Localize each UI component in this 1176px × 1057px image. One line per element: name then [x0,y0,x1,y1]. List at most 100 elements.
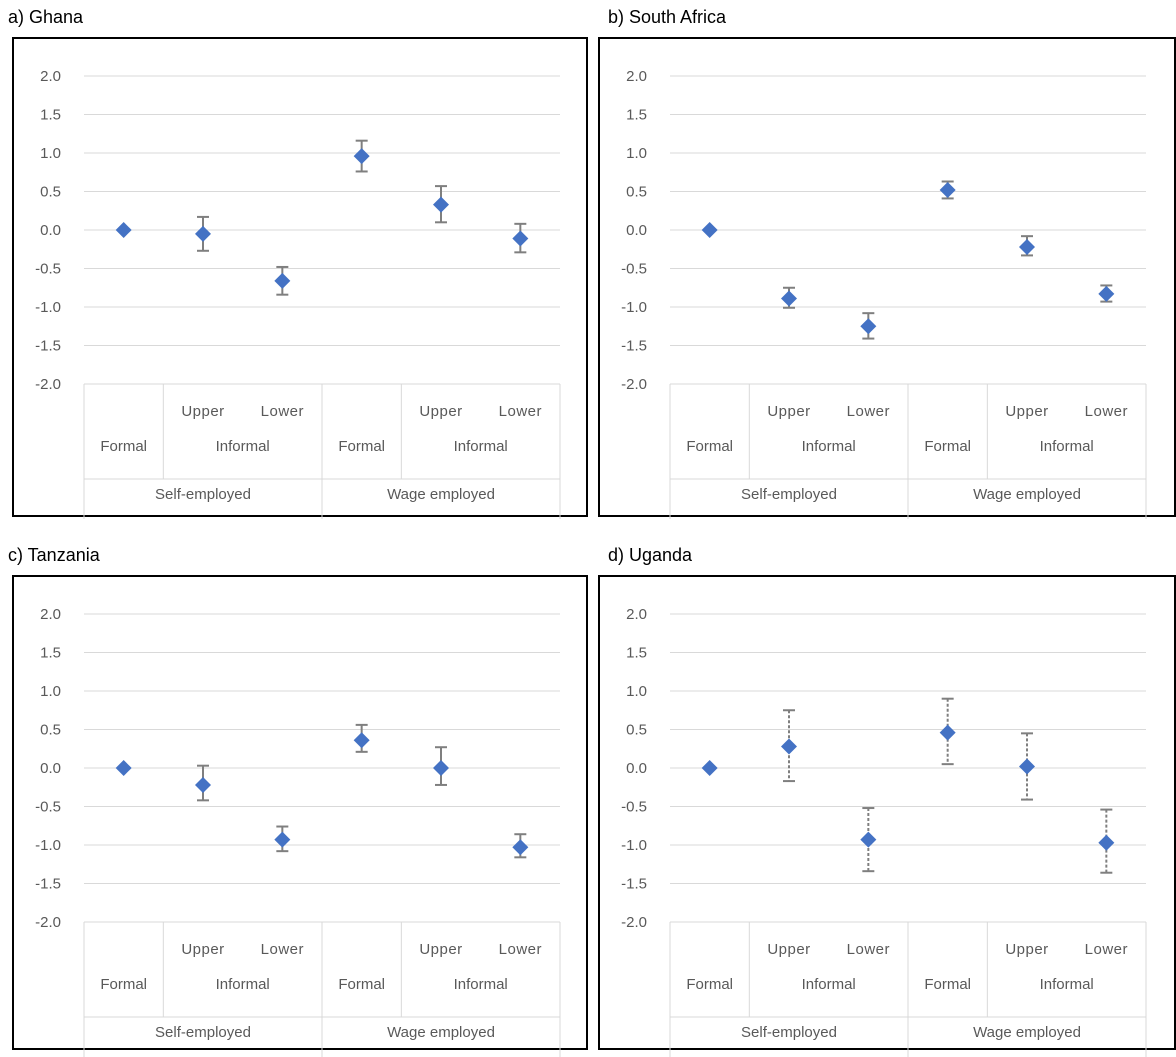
category-label: Formal [686,438,733,455]
category-label: Lower [847,941,890,958]
y-tick-label: 1.0 [626,145,647,162]
panel-title-uganda: d) Uganda [608,545,693,565]
category-label: Formal [100,438,147,455]
chart-panel-ghana: 2.0 1.5 1.0 0.5 0.0 -0.5 -1.0 -1.5 -2.0 Formal Upp… [12,37,588,519]
chart-svg-uganda: 2.0 1.5 1.0 0.5 0.0 -0.5 -1.0 -1.5 -2.0 Formal Upp… [621,606,1147,1057]
data-point [1098,834,1115,851]
y-tick-label: 0.0 [40,222,61,239]
group-label: Self-employed [155,486,251,503]
chart-svg-ghana: 2.0 1.5 1.0 0.5 0.0 -0.5 -1.0 -1.5 -2.0 Formal Upp… [35,68,561,519]
data-point [701,222,718,238]
y-tick-label: -1.0 [35,299,61,316]
category-label: Upper [181,941,224,958]
category-label: Lower [847,403,890,420]
y-tick-label: 1.0 [40,683,61,700]
group-label: Wage employed [973,486,1081,503]
data-point [512,839,529,856]
y-tick-label: 1.5 [40,107,61,124]
category-label: Lower [1085,403,1128,420]
category-sublabel: Informal [454,438,508,455]
y-tick-label: 2.0 [40,68,61,85]
panel-title-south-africa: b) South Africa [608,7,727,27]
category-label: Upper [419,403,462,420]
y-tick-label: 1.0 [40,145,61,162]
category-label: Formal [338,438,385,455]
data-point [781,290,797,307]
data-point [274,272,291,289]
category-label: Formal [924,438,971,455]
y-tick-label: 2.0 [626,606,647,623]
category-label: Lower [1085,941,1128,958]
group-label: Wage employed [973,1024,1081,1041]
data-point [433,196,449,213]
data-point [781,738,797,755]
y-tick-label: -2.0 [35,376,61,393]
panel-title-tanzania: c) Tanzania [8,545,100,565]
y-tick-label: 1.5 [626,645,647,662]
y-tick-label: 0.5 [40,722,61,739]
y-tick-label: -2.0 [35,914,61,931]
y-tick-label: 0.0 [40,760,61,777]
y-tick-label: -1.0 [621,299,647,316]
chart-svg-tanzania: 2.0 1.5 1.0 0.5 0.0 -0.5 -1.0 -1.5 -2.0 Formal Upp… [35,606,561,1057]
data-point [274,831,291,848]
category-label: Lower [261,941,304,958]
y-tick-label: -1.0 [621,837,647,854]
group-label: Self-employed [155,1024,251,1041]
y-tick-label: 1.5 [626,107,647,124]
y-tick-label: -0.5 [621,799,647,816]
category-label: Upper [767,403,810,420]
category-label: Upper [1005,403,1048,420]
data-point [353,148,370,165]
y-tick-label: -0.5 [35,261,61,278]
category-label: Upper [419,941,462,958]
y-tick-label: -1.5 [621,876,647,893]
y-tick-label: -0.5 [621,261,647,278]
y-tick-label: -1.0 [35,837,61,854]
y-tick-label: -1.5 [35,876,61,893]
data-point [1019,758,1035,775]
panel-title-ghana: a) Ghana [8,7,84,27]
data-point [860,831,877,848]
y-tick-label: 0.5 [626,722,647,739]
data-point [195,776,211,793]
data-point [701,760,718,776]
y-tick-label: 0.5 [40,184,61,201]
category-sublabel: Informal [216,976,270,993]
y-tick-label: 2.0 [626,68,647,85]
group-label: Self-employed [741,486,837,503]
y-tick-label: -0.5 [35,799,61,816]
category-label: Formal [924,976,971,993]
category-label: Lower [499,941,542,958]
y-tick-label: 1.0 [626,683,647,700]
y-tick-label: 1.5 [40,645,61,662]
category-label: Formal [338,976,385,993]
data-point [1098,285,1115,302]
data-point [512,230,529,247]
y-tick-label: -2.0 [621,376,647,393]
y-tick-label: -1.5 [35,338,61,355]
group-label: Wage employed [387,486,495,503]
group-label: Wage employed [387,1024,495,1041]
category-sublabel: Informal [802,976,856,993]
category-sublabel: Informal [1040,438,1094,455]
category-label: Upper [1005,941,1048,958]
category-label: Lower [261,403,304,420]
data-point [353,732,370,749]
data-point [115,222,132,238]
category-label: Upper [181,403,224,420]
y-tick-label: -2.0 [621,914,647,931]
data-point [195,225,211,242]
chart-panel-south-africa: 2.0 1.5 1.0 0.5 0.0 -0.5 -1.0 -1.5 -2.0 Formal Upp… [598,37,1176,519]
data-point [939,724,956,741]
group-label: Self-employed [741,1024,837,1041]
category-label: Formal [686,976,733,993]
data-point [1019,238,1035,255]
y-tick-label: -1.5 [621,338,647,355]
y-tick-label: 0.0 [626,222,647,239]
category-label: Lower [499,403,542,420]
category-label: Upper [767,941,810,958]
data-point [115,760,132,776]
data-point [860,318,877,335]
chart-panel-tanzania: 2.0 1.5 1.0 0.5 0.0 -0.5 -1.0 -1.5 -2.0 Formal Upp… [12,575,588,1057]
